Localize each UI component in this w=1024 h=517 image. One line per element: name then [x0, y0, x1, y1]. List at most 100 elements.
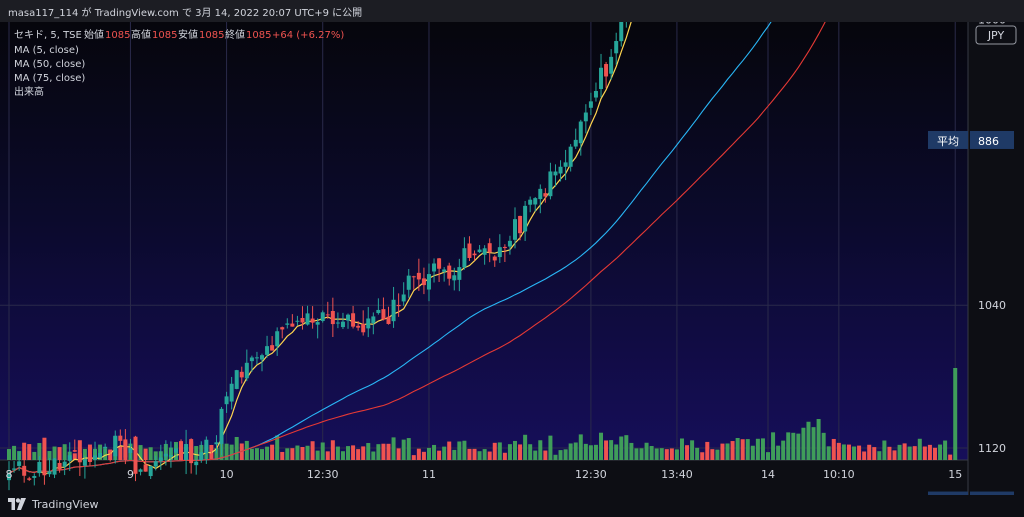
candle [538, 184, 543, 214]
legend-ma50: MA (50, close) [14, 59, 85, 70]
volume-bar [518, 444, 523, 460]
candle [548, 162, 553, 200]
candle [47, 458, 52, 477]
volume-bar [654, 448, 659, 460]
legend-change: +64 (+6.27%) [272, 30, 344, 41]
volume-bar [229, 444, 234, 460]
candle [391, 286, 396, 328]
candle [108, 449, 113, 462]
time-tick-label: 11 [422, 468, 436, 481]
volume-bar [507, 444, 512, 460]
volume-bar [846, 444, 851, 460]
currency-button[interactable]: JPY [975, 25, 1017, 45]
candle [42, 454, 47, 485]
volume-bar [224, 443, 229, 460]
volume-bar [391, 437, 396, 460]
candle [351, 305, 356, 329]
legend-low-value: 1085 [199, 30, 224, 41]
candle [305, 305, 310, 326]
time-tick-label: 12:30 [307, 468, 339, 481]
candle [492, 255, 497, 267]
candle [477, 245, 482, 253]
volume-bar [583, 443, 588, 460]
moving-averages [8, 22, 826, 475]
volume-bar [943, 440, 948, 460]
volume-bar [705, 441, 710, 460]
candle [558, 160, 563, 182]
volume-bar [755, 438, 760, 460]
volume-bar [781, 440, 786, 460]
volume-bar [563, 449, 568, 460]
plot-background [0, 22, 968, 460]
volume-bar [649, 446, 654, 460]
brand-footer[interactable]: TradingView [8, 495, 98, 513]
volume-bar [776, 445, 781, 460]
volume-bar [624, 435, 629, 460]
candle [82, 455, 87, 479]
volume-bar [477, 451, 482, 460]
candle [103, 443, 108, 453]
volume-bar [932, 447, 937, 460]
volume-bar [533, 450, 538, 460]
volume-bar [280, 451, 285, 460]
volume-bar [629, 442, 634, 460]
candle [588, 92, 593, 116]
candle [7, 461, 11, 491]
volume-bar [604, 440, 609, 460]
chart-canvas[interactable]: セキド, 5, TSE 始値 1085 高値 1085 安値 1085 終値 1… [0, 22, 1024, 495]
time-tick-label: 9 [127, 468, 134, 481]
candle [194, 459, 199, 475]
volume-bar [806, 421, 811, 460]
candle [270, 336, 275, 351]
volume-bar [254, 448, 259, 460]
volume-bar [538, 440, 543, 460]
volume-bar [771, 432, 776, 460]
volume-bar [745, 439, 750, 460]
candle [518, 215, 523, 241]
volume-bar [912, 446, 917, 460]
volume-bar [335, 446, 340, 460]
volume-bar [214, 448, 219, 460]
candle [381, 297, 386, 321]
volume-bar [796, 433, 801, 460]
candle [401, 282, 406, 306]
volume-bar [315, 450, 320, 460]
volume-bar [300, 447, 305, 460]
volume-bar [735, 437, 740, 460]
volume-bar [138, 445, 143, 460]
candle [376, 298, 381, 315]
volume-bar [386, 443, 391, 460]
volume-bar [118, 446, 123, 460]
volume-bar [244, 440, 249, 460]
volume-bar [442, 446, 447, 460]
time-tick-label: 13:40 [661, 468, 693, 481]
candle [614, 32, 619, 65]
volume-bar [528, 444, 533, 460]
legend-ma75: MA (75, close) [14, 73, 85, 84]
candle [442, 267, 447, 282]
volume-bar [720, 443, 725, 460]
volume-bar [432, 444, 437, 460]
volume-bar [37, 443, 42, 460]
volume-bar [447, 441, 452, 460]
volume-bar [72, 453, 77, 460]
price-axis[interactable]: 112010401000960920840800 [978, 22, 1006, 455]
ma-line [8, 22, 826, 474]
legend-open-label: 始値 [84, 28, 104, 41]
candle [244, 349, 249, 382]
volume-bar [371, 451, 376, 460]
volume-bar [452, 449, 457, 460]
time-axis[interactable]: 8 9 10 12:30 11 12:30 13:40 14 10:10 15 [6, 468, 963, 481]
candle [32, 473, 37, 486]
volume-bar [816, 419, 821, 460]
volume-bar [679, 438, 684, 460]
volume-bar [907, 446, 912, 460]
candle [543, 188, 548, 203]
volume-bar [361, 446, 366, 460]
price-tick-label: 1120 [978, 442, 1006, 455]
volume-bar [634, 448, 639, 460]
candle [12, 460, 17, 473]
candle [625, 22, 627, 28]
candle [153, 455, 158, 471]
candle [27, 476, 32, 481]
